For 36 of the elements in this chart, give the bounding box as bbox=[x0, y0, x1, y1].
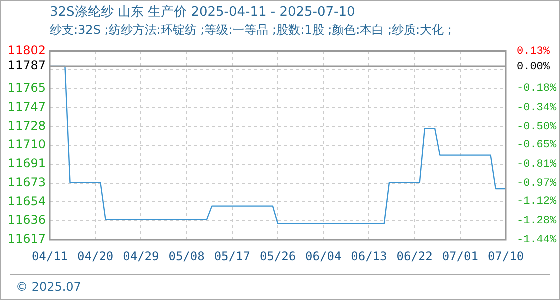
y-tick-label: 11787 bbox=[8, 58, 46, 73]
y2-tick-label: -0.97% bbox=[517, 178, 558, 190]
y2-tick-label: 0.00% bbox=[517, 61, 550, 74]
x-tick-label: 06/04 bbox=[306, 249, 342, 264]
y-tick-label: 11802 bbox=[8, 43, 46, 58]
y-tick-label: 11728 bbox=[8, 118, 46, 133]
y2-tick-label: -0.34% bbox=[517, 102, 558, 114]
y2-tick-label: -0.50% bbox=[517, 122, 558, 134]
y-tick-label: 11673 bbox=[8, 175, 46, 190]
x-tick-label: 05/08 bbox=[168, 249, 205, 264]
text: © 2025.07 bbox=[16, 280, 82, 294]
y-tick-label: 11636 bbox=[8, 213, 46, 228]
x-tick-label: 05/26 bbox=[260, 249, 296, 264]
y2-tick-label: -0.65% bbox=[517, 140, 558, 152]
y2-tick-label: -1.28% bbox=[517, 215, 558, 228]
x-tick-label: 07/01 bbox=[442, 249, 478, 264]
x-tick-label: 06/22 bbox=[396, 249, 433, 264]
y-tick-label: 11617 bbox=[8, 232, 46, 246]
y2-tick-label: -1.44% bbox=[517, 234, 558, 247]
y2-tick-label: -0.18% bbox=[517, 83, 558, 96]
x-tick-label: 07/10 bbox=[488, 249, 524, 264]
y-tick-label: 11654 bbox=[8, 194, 46, 208]
chart-subtitle: 纱支:32S ;纺纱方法:环锭纺 ;等级:一等品 ;股数:1股 ;颜色:本白 ;纱质:大化 ; bbox=[50, 22, 452, 39]
y-tick-label: 11747 bbox=[8, 100, 46, 114]
y2-tick-label: 0.13% bbox=[517, 46, 550, 58]
x-tick-label: 04/20 bbox=[78, 249, 114, 264]
y-tick-label: 11691 bbox=[8, 156, 46, 171]
chart-title: 32S涤纶纱 山东 生产价 2025-04-11 - 2025-07-10 bbox=[50, 4, 356, 21]
x-tick-label: 04/11 bbox=[32, 249, 68, 264]
y2-tick-label: -1.12% bbox=[517, 196, 558, 208]
y-tick-label: 11765 bbox=[8, 81, 46, 96]
x-tick-label: 06/13 bbox=[351, 249, 388, 264]
y2-tick-label: -0.81% bbox=[517, 158, 558, 171]
x-tick-label: 05/17 bbox=[214, 249, 250, 264]
y-tick-label: 11710 bbox=[8, 138, 46, 152]
x-tick-label: 04/29 bbox=[123, 249, 160, 264]
